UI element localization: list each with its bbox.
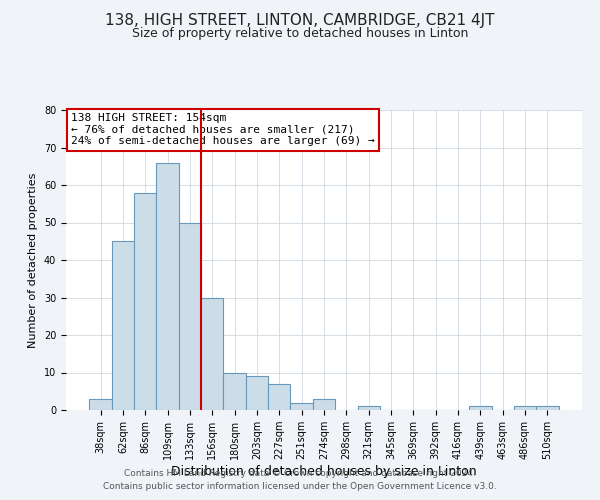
Bar — [358, 406, 380, 410]
Bar — [313, 399, 335, 410]
Bar — [514, 406, 536, 410]
Bar — [134, 192, 157, 410]
Bar — [536, 406, 559, 410]
Bar — [246, 376, 268, 410]
Text: Size of property relative to detached houses in Linton: Size of property relative to detached ho… — [132, 28, 468, 40]
Bar — [157, 162, 179, 410]
Bar — [290, 402, 313, 410]
Text: Contains HM Land Registry data © Crown copyright and database right 2024.: Contains HM Land Registry data © Crown c… — [124, 468, 476, 477]
Text: 138 HIGH STREET: 154sqm
← 76% of detached houses are smaller (217)
24% of semi-d: 138 HIGH STREET: 154sqm ← 76% of detache… — [71, 113, 375, 146]
Bar — [112, 242, 134, 410]
Bar — [268, 384, 290, 410]
Y-axis label: Number of detached properties: Number of detached properties — [28, 172, 38, 348]
Bar — [201, 298, 223, 410]
Bar — [179, 222, 201, 410]
Bar — [223, 372, 246, 410]
Text: 138, HIGH STREET, LINTON, CAMBRIDGE, CB21 4JT: 138, HIGH STREET, LINTON, CAMBRIDGE, CB2… — [105, 12, 495, 28]
Bar — [469, 406, 491, 410]
Bar — [89, 399, 112, 410]
X-axis label: Distribution of detached houses by size in Linton: Distribution of detached houses by size … — [171, 465, 477, 478]
Text: Contains public sector information licensed under the Open Government Licence v3: Contains public sector information licen… — [103, 482, 497, 491]
